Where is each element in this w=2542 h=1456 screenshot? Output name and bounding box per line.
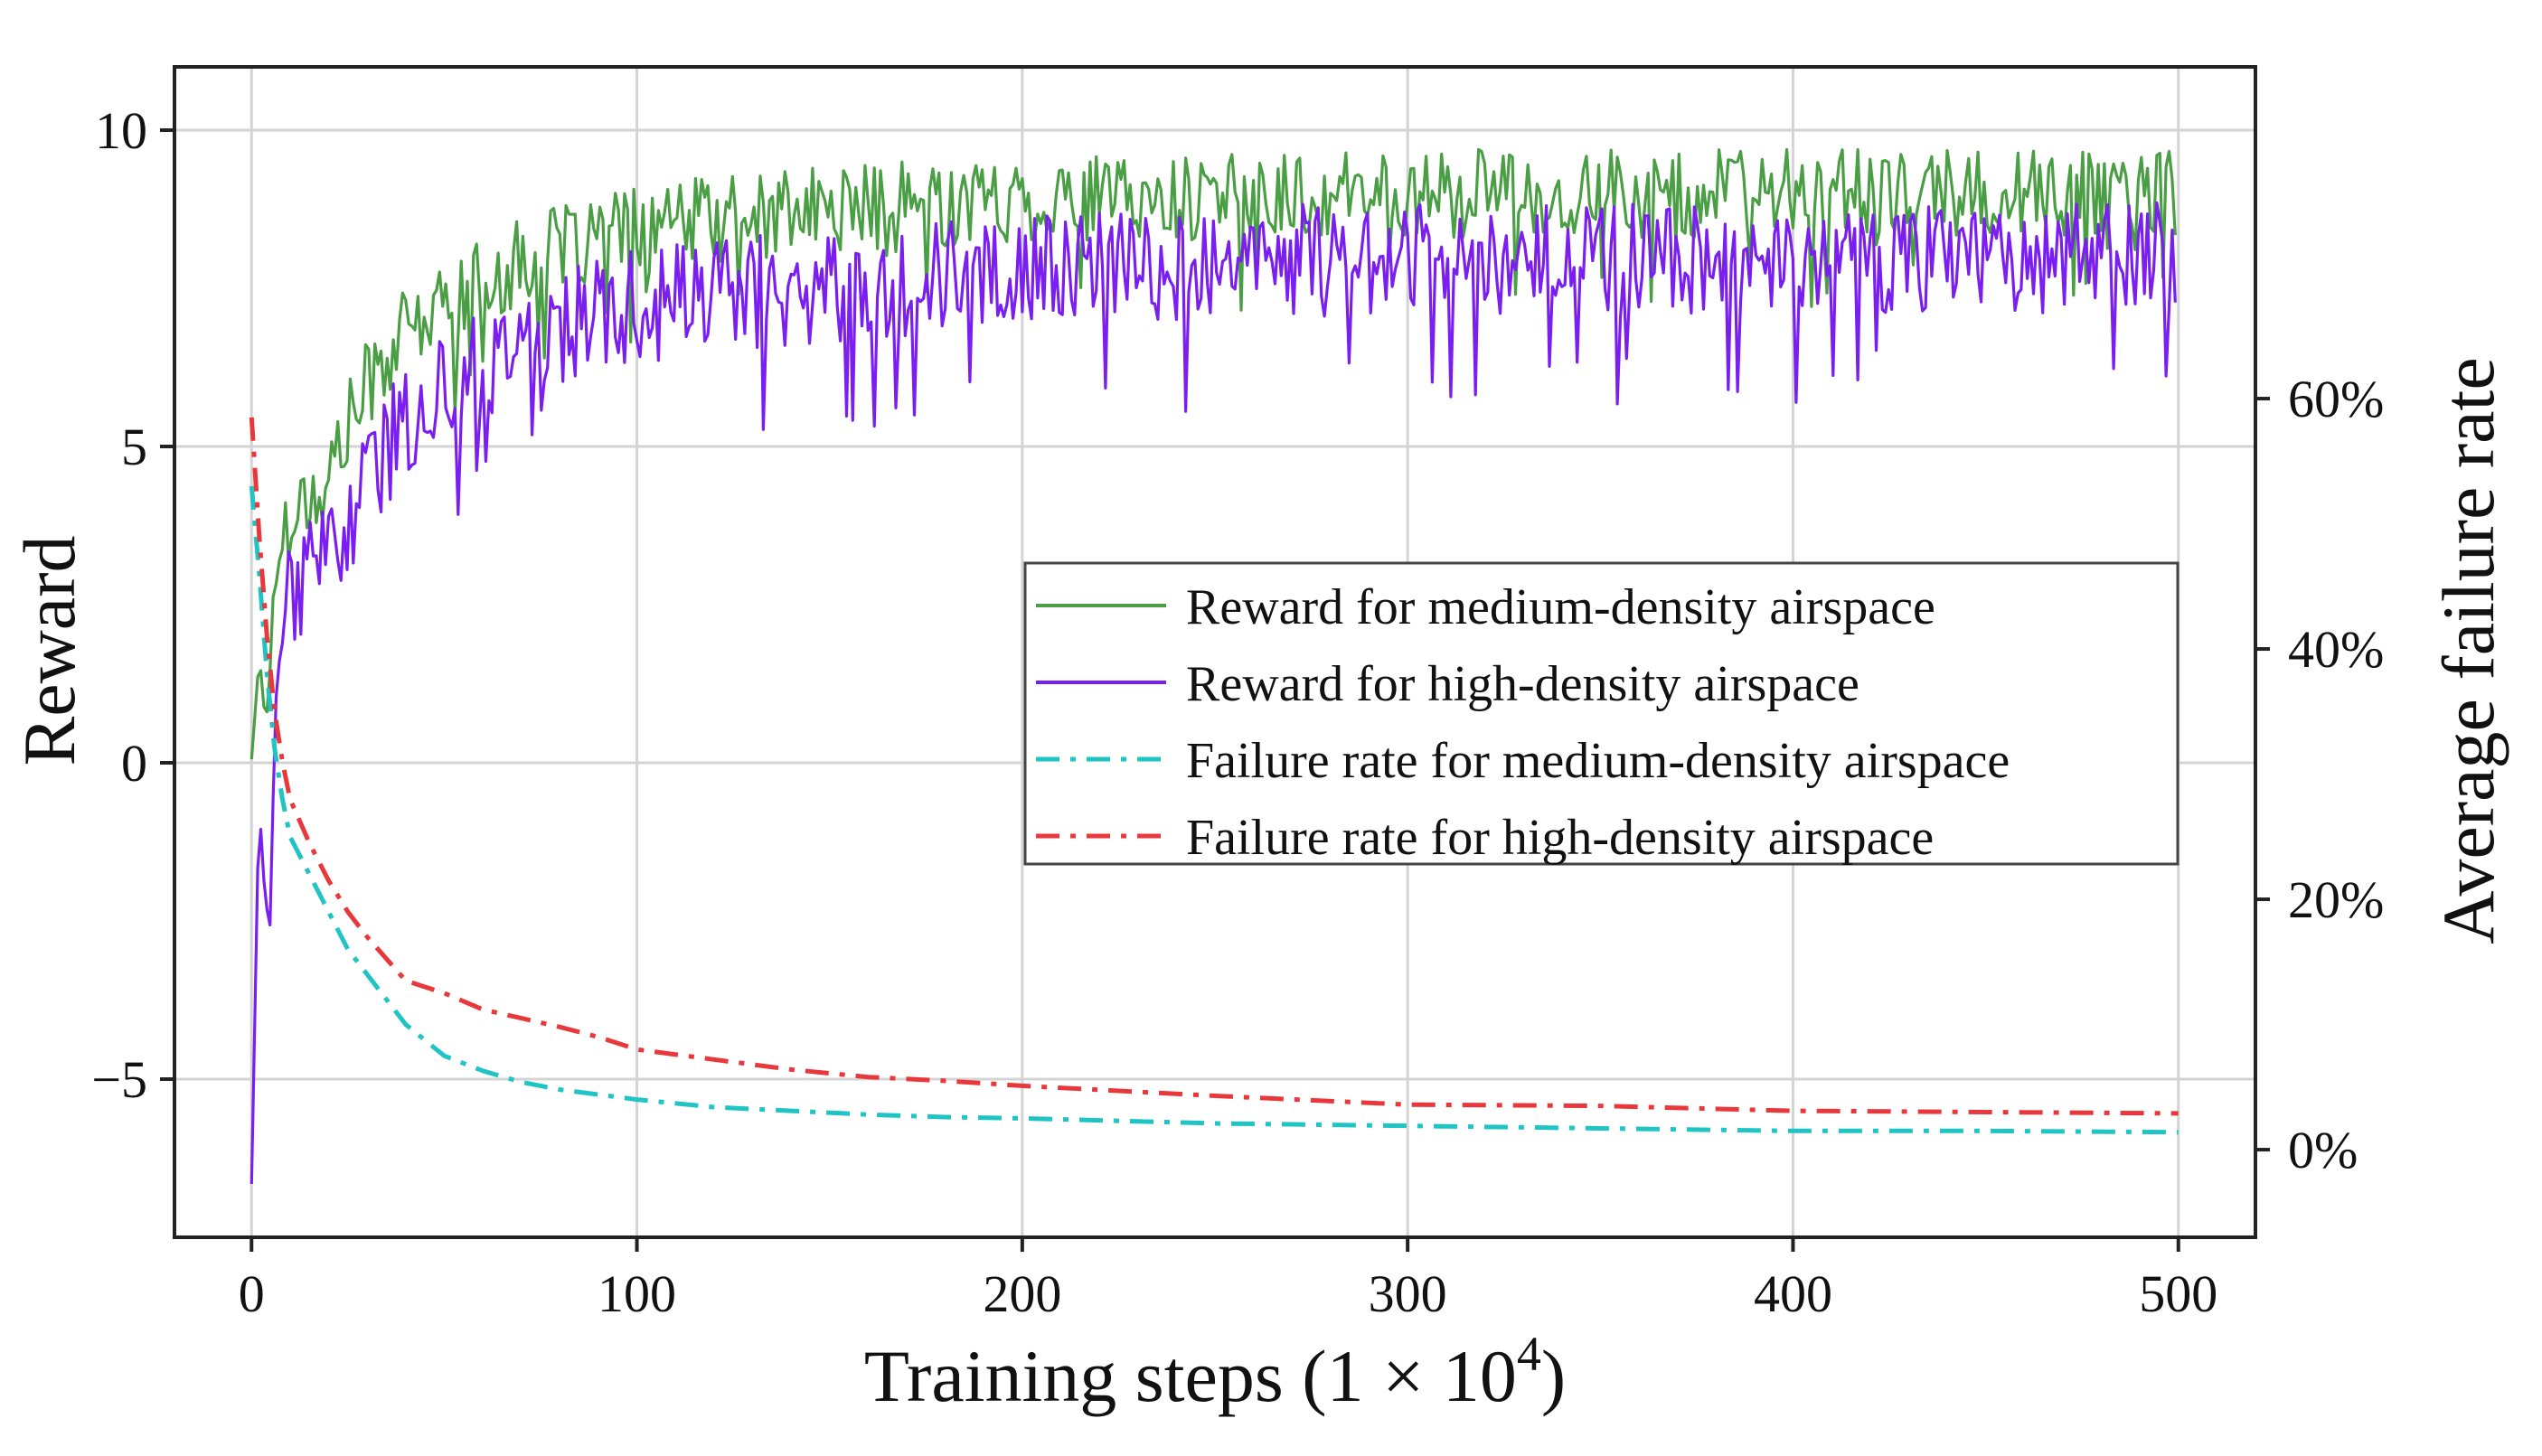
- legend: Reward for medium-density airspace Reward…: [1023, 561, 2180, 866]
- x-tick-label: 0: [239, 1264, 265, 1323]
- legend-label-4: Failure rate for high-density airspace: [1186, 810, 1934, 866]
- legend-label-2: Reward for high-density airspace: [1186, 656, 1859, 712]
- series-line-4: [249, 417, 2179, 1116]
- y-tick-label: −5: [91, 1050, 147, 1109]
- ticks: 0 100 200 300 400 500 −5 0 5 10 0% 20% 40% 60%: [91, 101, 2384, 1323]
- legend-box: [1023, 561, 2180, 866]
- x-tick-label: 100: [598, 1264, 676, 1323]
- series-line-3: [249, 485, 2179, 1135]
- x-tick-label: 300: [1369, 1264, 1447, 1323]
- legend-label-1: Reward for medium-density airspace: [1186, 579, 1935, 635]
- legend-label-3: Failure rate for medium-density airspace: [1186, 733, 2010, 789]
- x-tick-label: 500: [2139, 1264, 2217, 1323]
- y-tick-label: 10: [95, 101, 147, 160]
- y-axis-title: Reward: [8, 535, 90, 766]
- x-axis-title: Training steps (1 × 104): [864, 1327, 1566, 1417]
- y-tick-label: 5: [121, 418, 147, 476]
- x-tick-label: 200: [983, 1264, 1061, 1323]
- x-axis-title-main: Training steps (1 × 10: [864, 1335, 1517, 1417]
- grid: [174, 67, 2255, 1237]
- x-tick-label: 400: [1754, 1264, 1832, 1323]
- y2-axis-title: Average failure rate: [2427, 357, 2509, 944]
- y-tick-label: 0: [121, 734, 147, 793]
- y2-tick-label: 40%: [2288, 620, 2384, 679]
- x-axis-title-suffix: ): [1541, 1335, 1566, 1417]
- y2-tick-label: 60%: [2288, 370, 2384, 428]
- y2-tick-label: 20%: [2288, 870, 2384, 929]
- series-group: [249, 147, 2179, 1185]
- x-axis-title-exponent: 4: [1517, 1327, 1541, 1381]
- series-line-1: [249, 147, 2177, 760]
- y2-tick-label: 0%: [2288, 1121, 2358, 1179]
- series-line-2: [249, 201, 2177, 1185]
- plot-frame: [173, 65, 2257, 1239]
